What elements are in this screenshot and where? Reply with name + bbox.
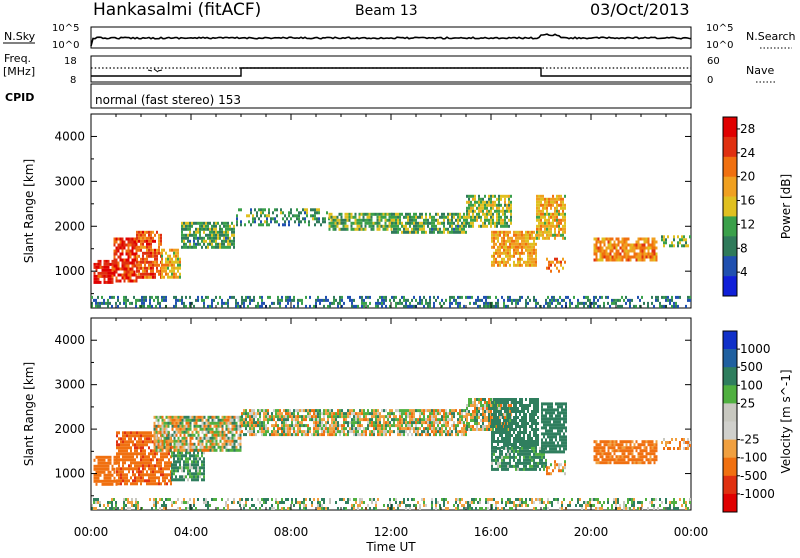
y-tick-label: 1000 — [54, 467, 85, 481]
power-echo-band — [491, 231, 537, 267]
nave-label: Nave — [746, 64, 774, 77]
velocity-colorbar-title: Velocity [m s^-1] — [779, 369, 793, 473]
velocity-colorbar-segment — [723, 349, 737, 367]
power-colorbar-segment — [723, 137, 737, 157]
velocity-colorbar-tick: -1000 — [740, 487, 775, 501]
power-colorbar-segment — [723, 177, 737, 197]
power-echo-band — [94, 260, 114, 284]
cpid-strip: CPID normal (fast stereo) 153 — [5, 84, 691, 108]
x-tick-label: 20:00 — [574, 525, 609, 539]
velocity-colorbar-tick: 25 — [740, 396, 755, 410]
power-colorbar-tick: 12 — [740, 217, 755, 231]
freq-label: Freq. — [4, 52, 31, 65]
velocity-colorbar-tick: 500 — [740, 360, 763, 374]
power-plot-frame — [91, 114, 691, 308]
velocity-colorbar-tick: 1000 — [740, 342, 771, 356]
velocity-colorbar-segment — [723, 458, 737, 476]
velocity-echo-band — [541, 402, 567, 453]
velocity-colorbar-tick: 100 — [740, 378, 763, 392]
x-axis-title: Time UT — [365, 540, 416, 554]
x-tick-label: 16:00 — [474, 525, 509, 539]
cpid-value: normal (fast stereo) 153 — [95, 93, 241, 107]
x-tick-label: 08:00 — [274, 525, 309, 539]
power-colorbar-tick: 20 — [740, 170, 755, 184]
beam-title: Beam 13 — [355, 3, 418, 19]
velocity-colorbar-segment — [723, 440, 737, 458]
nsky-strip: N.Sky 10^5 10^0 10^5 10^0 N.Search — [3, 23, 796, 51]
x-tick-label: 12:00 — [374, 525, 409, 539]
freq-tick-bottom: 8 — [70, 75, 76, 86]
nsearch-tick-bottom: 10^0 — [706, 40, 733, 51]
power-colorbar-tick: 8 — [740, 241, 748, 255]
power-colorbar-tick: 16 — [740, 194, 755, 208]
freq-tick-top: 18 — [64, 56, 77, 67]
freq-unit: [MHz] — [3, 65, 35, 78]
velocity-colorbar-segment — [723, 367, 737, 385]
power-colorbar-segment — [723, 157, 737, 177]
power-colorbar-segment — [723, 117, 737, 137]
nave-tick-top: 60 — [707, 56, 720, 67]
y-tick-label: 2000 — [54, 422, 85, 436]
station-title: Hankasalmi (fitACF) — [93, 0, 261, 20]
velocity-colorbar-tick: -100 — [740, 451, 767, 465]
power-colorbar-segment — [723, 197, 737, 217]
nsky-label: N.Sky — [4, 30, 36, 43]
nsky-series — [91, 34, 691, 46]
velocity-panel: 1000 2000 3000 4000 Slant Range [km] — [22, 318, 691, 510]
power-colorbar: 4 8 12 16 20 24 28 Power [dB] — [723, 117, 793, 296]
time-axis-labels: 00:00 04:00 08:00 12:00 16:00 20:00 00:00 — [74, 525, 709, 539]
velocity-y-axis-title: Slant Range [km] — [22, 362, 36, 466]
velocity-colorbar-tick: -500 — [740, 469, 767, 483]
velocity-colorbar: 1000 500 100 25 -25 -100 -500 -1000 Velocity [m … — [723, 331, 793, 512]
power-echo-band — [594, 238, 658, 262]
y-tick-label: 3000 — [54, 174, 85, 188]
power-colorbar-title: Power [dB] — [779, 174, 793, 239]
power-colorbar-tick: 4 — [740, 265, 748, 279]
x-tick-label: 04:00 — [174, 525, 209, 539]
velocity-colorbar-segment — [723, 494, 737, 512]
y-tick-label: 4000 — [54, 333, 85, 347]
freq-series — [91, 68, 691, 76]
power-y-axis-title: Slant Range [km] — [22, 159, 36, 263]
nsky-tick-bottom: 10^0 — [52, 40, 79, 51]
velocity-colorbar-segment — [723, 403, 737, 421]
power-colorbar-tick: 24 — [740, 146, 755, 160]
power-echo-band — [466, 195, 512, 228]
nsearch-label: N.Search — [746, 30, 796, 43]
x-tick-label: 00:00 — [674, 525, 709, 539]
x-tick-label: 00:00 — [74, 525, 109, 539]
nave-tick-bottom: 0 — [707, 75, 713, 86]
freq-scatter-marks — [148, 69, 162, 72]
y-tick-label: 4000 — [54, 129, 85, 143]
velocity-colorbar-segment — [723, 476, 737, 494]
freq-strip: Freq. [MHz] 18 8 60 0 Nave — [3, 52, 776, 86]
y-tick-label: 2000 — [54, 219, 85, 233]
power-colorbar-tick: 28 — [740, 122, 755, 136]
nsearch-tick-top: 10^5 — [706, 23, 733, 34]
date-title: 03/Oct/2013 — [590, 0, 690, 19]
velocity-colorbar-tick: -25 — [740, 433, 760, 447]
power-colorbar-segment — [723, 216, 737, 236]
velocity-colorbar-segment — [723, 385, 737, 403]
velocity-colorbar-segment — [723, 331, 737, 349]
y-tick-label: 3000 — [54, 378, 85, 392]
power-colorbar-segment — [723, 236, 737, 256]
cpid-label: CPID — [5, 91, 34, 104]
power-panel: 1000 2000 3000 4000 Slant Range [km] — [22, 114, 691, 308]
power-colorbar-segment — [723, 256, 737, 276]
nsky-tick-top: 10^5 — [52, 23, 79, 34]
velocity-colorbar-segment — [723, 422, 737, 440]
power-colorbar-segment — [723, 276, 737, 296]
y-tick-label: 1000 — [54, 264, 85, 278]
